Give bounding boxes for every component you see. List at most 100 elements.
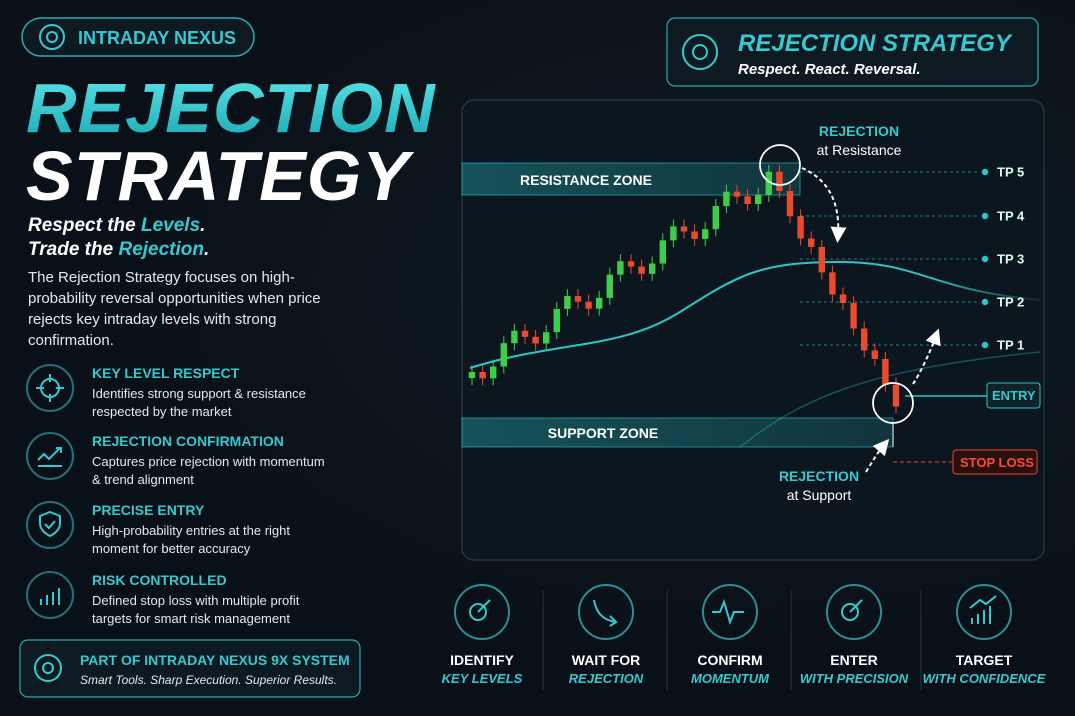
rejection-subtitle: at Support: [786, 487, 852, 503]
candle-body: [712, 206, 719, 230]
footer-badge-title: PART OF INTRADAY NEXUS 9X SYSTEM: [80, 652, 350, 668]
rejection-label: REJECTION at Resistance: [817, 122, 902, 160]
rejection-title: REJECTION: [778, 468, 860, 484]
entry-box: [986, 382, 1041, 409]
footer-badge-subtitle: Smart Tools. Sharp Execution. Superior R…: [80, 673, 338, 687]
tagline-text: .: [204, 239, 210, 260]
target-dot: [980, 211, 990, 221]
target-dot: [980, 167, 990, 177]
candle-body: [797, 216, 804, 239]
step-subtitle: WITH PRECISION: [799, 671, 909, 686]
step-circle: [702, 584, 758, 640]
feature-title: RISK CONTROLLED: [92, 572, 227, 588]
feature-icons: [26, 364, 74, 619]
candle-body: [850, 302, 857, 329]
badge-text: INTRADAY NEXUS: [78, 28, 237, 48]
title-line: REJECTION: [26, 69, 436, 147]
candle-body: [670, 226, 677, 241]
target-dot: [980, 340, 990, 350]
candle-body: [468, 372, 476, 378]
step-icons: [454, 584, 1012, 690]
candle-body: [765, 171, 772, 195]
candle-body: [521, 330, 529, 337]
header-card-icon: [692, 44, 708, 60]
candle-body: [617, 261, 624, 275]
step-subtitle: WITH CONFIDENCE: [922, 671, 1046, 686]
description: The Rejection Strategy focuses on high-p…: [28, 269, 321, 349]
title-line: STRATEGY: [26, 137, 410, 215]
step-icon: [841, 599, 863, 621]
rejection-circle: [872, 382, 914, 424]
candle-body: [511, 330, 518, 344]
candle-body: [638, 266, 645, 274]
feature-text: High-probability entries at the right mo…: [92, 523, 290, 556]
candle-body: [829, 272, 836, 295]
step-circle: [454, 584, 510, 640]
target-label: TP 5: [997, 164, 1025, 180]
rejection-title: REJECTION: [818, 123, 900, 139]
step-circle: [578, 584, 634, 640]
candle-body: [627, 261, 635, 267]
candle-body: [808, 238, 815, 247]
stop-loss-label: STOP LOSS: [960, 455, 1034, 470]
header-card-icon: [682, 34, 718, 70]
target-label: TP 4: [997, 208, 1025, 224]
tagline-text: Respect the: [28, 215, 141, 236]
rejection-circle: [759, 144, 801, 186]
candles: [468, 164, 900, 414]
candle-body: [818, 246, 825, 273]
moving-average: [469, 260, 1041, 369]
feature-text: Captures price rejection with momentum &…: [92, 454, 325, 487]
step-icon: [969, 595, 997, 624]
badge-icon: [39, 24, 65, 50]
lower-band: [739, 351, 1041, 448]
tagline-highlight: Levels: [140, 215, 201, 236]
header-card-subtitle: Respect. React. Reversal.: [738, 61, 921, 78]
zone-label: SUPPORT ZONE: [547, 425, 659, 441]
step-subtitle: MOMENTUM: [691, 671, 769, 686]
candle-body: [553, 308, 560, 333]
rejection-label: REJECTION at Support: [779, 467, 859, 505]
step-title: WAIT FOR: [571, 652, 641, 668]
target-lines: [800, 167, 990, 350]
candle-body: [744, 196, 751, 205]
step-circle: [826, 584, 882, 640]
candle-body: [479, 372, 486, 379]
step-circle: [956, 584, 1012, 640]
candle-body: [606, 274, 613, 298]
target-label: TP 1: [997, 337, 1025, 353]
target-dot: [980, 254, 990, 264]
arrow: [801, 167, 847, 243]
candle-body: [723, 191, 730, 207]
feature-text: Defined stop loss with multiple profit t…: [92, 593, 300, 626]
feature-title: KEY LEVEL RESPECT: [92, 365, 240, 381]
step-subtitle: KEY LEVELS: [441, 671, 523, 686]
target-label: TP 3: [997, 251, 1025, 267]
target-label: TP 2: [997, 294, 1025, 310]
candle-body: [871, 350, 878, 359]
candle-body: [490, 366, 497, 379]
tagline-highlight: Rejection: [118, 239, 204, 260]
step-title: TARGET: [955, 652, 1013, 668]
candle-body: [839, 294, 847, 303]
candle-body: [596, 297, 603, 309]
candle-body: [882, 358, 889, 385]
candle-body: [755, 194, 762, 205]
resistance-zone: [461, 162, 801, 196]
candle-body: [892, 384, 900, 407]
step-icon: [593, 599, 618, 627]
candle-body: [574, 296, 582, 302]
header-card-title: REJECTION STRATEGY: [738, 30, 1011, 57]
candle-body: [680, 226, 688, 232]
tagline: Trade the Rejection.: [28, 239, 209, 261]
step-title: CONFIRM: [697, 652, 763, 668]
tagline-text: .: [200, 215, 206, 236]
feature-text: Identifies strong support & resistance r…: [92, 386, 306, 419]
candle-body: [649, 263, 656, 274]
candle-body: [861, 328, 868, 351]
footer-badge-icon: [34, 654, 62, 682]
feature-title: REJECTION CONFIRMATION: [92, 433, 284, 449]
candle-body: [585, 301, 592, 309]
